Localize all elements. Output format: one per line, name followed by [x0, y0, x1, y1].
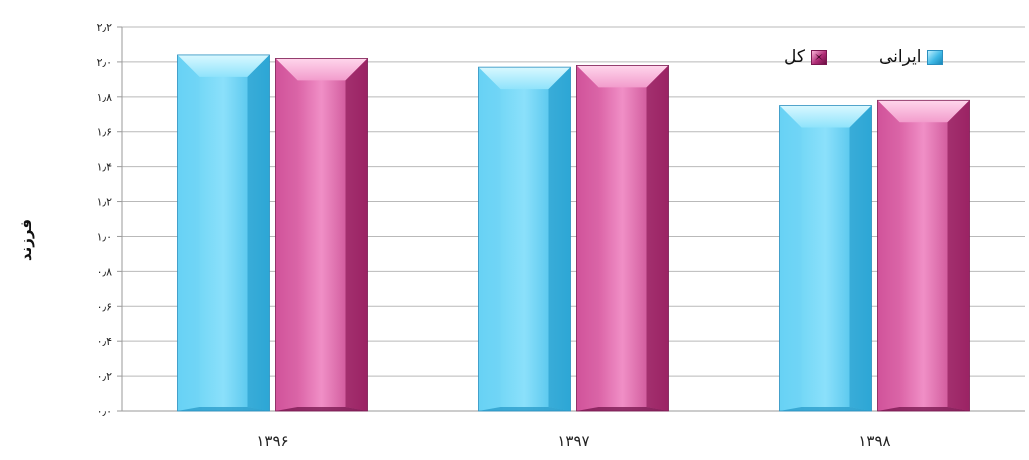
- bar-total-2: [877, 99, 970, 412]
- y-tick-label: ۱٫۶: [97, 126, 112, 139]
- legend-item-iranian: ایرانی: [878, 47, 944, 67]
- y-tick-label: ۱٫۰: [97, 230, 112, 243]
- bar-iranian-1: [478, 66, 571, 412]
- bar-total-0: [275, 58, 368, 412]
- legend: ایرانی کل: [784, 44, 944, 70]
- y-tick-label: ۰٫۶: [97, 300, 112, 313]
- legend-label-iranian: ایرانی: [878, 47, 922, 67]
- y-tick-labels: ۰٫۰ ۰٫۲ ۰٫۴ ۰٫۶ ۰٫۸ ۱٫۰ ۱٫۲ ۱٫۴ ۱٫۶ ۱٫۸ ۲٫۰ ۲٫۲: [97, 21, 112, 418]
- y-tick-label: ۲٫۲: [97, 21, 112, 34]
- gridlines: [117, 26, 1025, 412]
- legend-item-total: کل: [784, 47, 827, 67]
- bar-iranian-0: [177, 54, 270, 412]
- y-tick-label: ۱٫۴: [97, 161, 112, 174]
- legend-swatch-total: [810, 49, 827, 65]
- x-tick-label: ۱۳۹۶: [256, 432, 288, 450]
- x-tick-label: ۱۳۹۸: [858, 432, 890, 450]
- y-axis-title-text: فرزند: [17, 218, 35, 262]
- y-tick-label: ۰٫۸: [97, 265, 112, 278]
- y-tick-label: ۲٫۰: [97, 56, 112, 69]
- y-tick-label: ۱٫۸: [97, 91, 112, 104]
- y-tick-label: ۰٫۰: [97, 405, 112, 418]
- y-tick-label: ۰٫۴: [97, 335, 112, 348]
- legend-swatch-iranian: [927, 49, 944, 65]
- x-tick-label: ۱۳۹۷: [557, 432, 589, 450]
- bar-total-1: [576, 65, 669, 412]
- bar-iranian-2: [779, 105, 872, 412]
- y-tick-label: ۱٫۲: [97, 196, 112, 209]
- legend-label-total: کل: [784, 47, 805, 67]
- y-axis-title: فرزند: [6, 205, 46, 275]
- y-tick-label: ۰٫۲: [97, 370, 112, 383]
- x-tick-labels: ۱۳۹۶ ۱۳۹۷ ۱۳۹۸: [256, 432, 890, 450]
- bars: [177, 54, 970, 412]
